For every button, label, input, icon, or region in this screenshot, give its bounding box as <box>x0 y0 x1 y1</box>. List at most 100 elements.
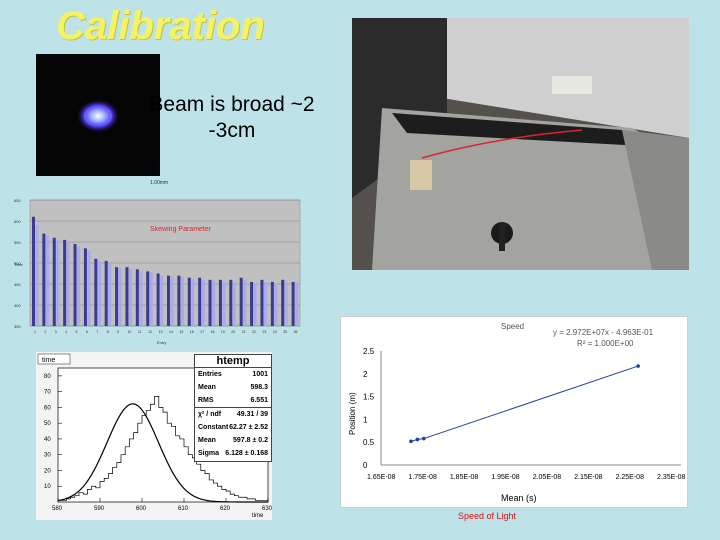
r-squared: R² = 1.000E+00 <box>577 339 634 348</box>
hist-y-tick: 10 <box>44 484 51 490</box>
speed-x-tick: 2.05E-08 <box>533 474 562 481</box>
speed-y-tick: 0.5 <box>363 438 375 447</box>
hist-x-label: time <box>252 513 264 519</box>
stats-rows: Entries 1001 Mean 598.3 RMS 6.551 χ² / ndf 49.3… <box>195 368 271 460</box>
skew-bar <box>97 260 101 326</box>
skew-y-tick: 450 <box>14 282 21 287</box>
stats-value: 6.128 ± 0.168 <box>225 450 268 457</box>
speed-of-light-caption: Speed of Light <box>458 511 517 521</box>
beam-note: Beam is broad ~2 -3cm <box>149 93 315 142</box>
skew-bar <box>52 237 56 326</box>
skew-x-tick: 24 <box>273 330 277 334</box>
skew-bar <box>201 279 205 326</box>
skew-bar <box>167 275 170 326</box>
hist-x-tick: 620 <box>220 506 231 512</box>
hist-x-tick: 600 <box>136 506 147 512</box>
skewing-parameter-chart: Skewing Parameter Time Entry 650 600 550 50… <box>12 196 304 346</box>
skew-bar <box>253 283 257 326</box>
skew-bar <box>77 246 81 326</box>
beam-spot-image <box>76 99 120 133</box>
speed-x-tick: 1.95E-08 <box>491 474 520 481</box>
speed-x-tick: 1.65E-08 <box>367 474 396 481</box>
stats-title: htemp <box>195 355 271 368</box>
hist-y-tick: 70 <box>44 390 51 396</box>
skew-bar <box>170 276 174 326</box>
skew-y-tick: 500 <box>14 261 21 266</box>
skew-x-tick: 11 <box>138 330 142 334</box>
speed-y-tick: 2.5 <box>363 347 375 356</box>
skew-x-label: Entry <box>157 340 166 345</box>
skew-bar <box>125 267 129 326</box>
skew-bar <box>260 279 264 326</box>
skew-bar <box>118 268 122 326</box>
speed-data-point <box>422 436 426 441</box>
speed-data-point <box>636 364 640 368</box>
skew-bar <box>291 281 295 326</box>
skew-bar <box>250 281 254 326</box>
stats-row: Mean 598.3 <box>195 381 271 394</box>
speed-data-point <box>409 439 413 444</box>
skew-x-tick: 25 <box>283 330 287 334</box>
stats-label: Mean <box>198 384 216 391</box>
skew-bar <box>263 281 267 326</box>
skew-y-tick: 350 <box>14 324 21 329</box>
hist-y-tick: 60 <box>44 405 51 411</box>
skew-bar <box>56 239 60 326</box>
hist-stats-box: htemp Entries 1001 Mean 598.3 RMS 6.551 χ² / n… <box>194 354 272 462</box>
skew-bar <box>198 277 202 326</box>
skew-bar <box>146 271 150 326</box>
hist-y-tick: 80 <box>44 374 51 380</box>
speed-y-tick: 2 <box>363 370 368 379</box>
skew-bar <box>63 239 67 326</box>
hist-bars <box>57 396 269 502</box>
skew-bar <box>83 248 87 326</box>
speed-data-point <box>415 437 420 442</box>
skew-bar <box>35 225 39 326</box>
hist-x-tick: 630 <box>262 506 272 512</box>
stats-label: Constant <box>198 424 229 431</box>
skew-bar <box>281 279 285 326</box>
speed-trend-line <box>410 365 639 442</box>
skew-bar <box>156 273 160 326</box>
skew-bar <box>104 260 108 326</box>
skew-bar <box>177 275 181 326</box>
skew-y-tick: 550 <box>14 240 21 245</box>
skew-bar <box>160 275 164 326</box>
skew-bar <box>239 277 243 326</box>
skew-x-tick: 4 <box>65 330 67 334</box>
skew-bar <box>94 258 98 326</box>
hist-y-tick: 50 <box>44 421 51 427</box>
speed-x-tick: 1.85E-08 <box>450 474 479 481</box>
skew-y-tick: 600 <box>14 219 21 224</box>
speed-x-tick: 2.15E-08 <box>574 474 603 481</box>
stats-value: 598.3 <box>250 384 268 391</box>
skew-bar <box>212 280 216 326</box>
stats-row: RMS 6.551 <box>195 394 271 408</box>
skew-x-tick: 3 <box>55 330 57 334</box>
skew-bar <box>42 233 46 326</box>
hist-x-tick: 580 <box>52 506 63 512</box>
speed-y-tick: 1 <box>363 415 368 424</box>
stats-label: Mean <box>198 437 216 444</box>
stats-label: Sigma <box>198 450 220 457</box>
gaussian-fit-curve <box>57 403 268 503</box>
speed-chart-title: Speed <box>501 322 524 331</box>
skew-x-tick: 9 <box>117 330 119 334</box>
skew-x-tick: 23 <box>262 330 266 334</box>
skew-x-tick: 5 <box>76 330 78 334</box>
skew-bar <box>229 279 233 326</box>
skew-bar <box>139 271 143 326</box>
hist-x-tick: 610 <box>178 506 189 512</box>
beam-photo <box>36 54 160 176</box>
skew-bar <box>187 277 191 326</box>
stats-row: Entries 1001 <box>195 368 271 381</box>
stats-label: RMS <box>198 397 214 404</box>
hist-corner-label: time <box>42 357 55 364</box>
speed-x-tick: 2.35E-08 <box>657 474 686 481</box>
skew-bar <box>73 244 77 326</box>
skew-x-tick: 22 <box>252 330 256 334</box>
speed-y-tick: 1.5 <box>363 393 375 402</box>
skew-y-tick: 400 <box>14 303 21 308</box>
beam-photo-caption: 1.00mm <box>150 180 169 186</box>
skew-x-tick: 21 <box>242 330 246 334</box>
